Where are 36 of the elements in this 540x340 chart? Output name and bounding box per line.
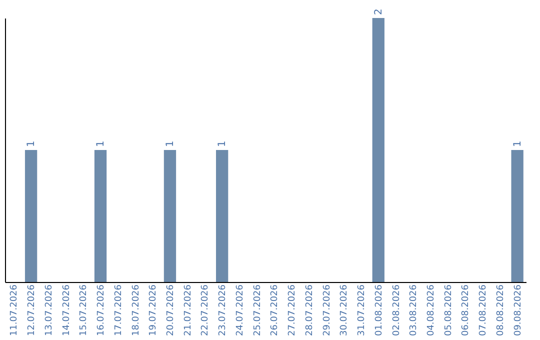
x-tick-label: 06.08.2026	[461, 284, 472, 336]
x-tick-label: 17.07.2026	[114, 284, 124, 336]
data-label: 1	[164, 140, 176, 147]
x-tick-label: 12.07.2026	[27, 284, 38, 336]
x-tick-label: 27.07.2026	[288, 284, 298, 336]
x-tick-label: 15.07.2026	[79, 284, 90, 336]
data-label: 1	[26, 140, 38, 147]
x-tick-label: 21.07.2026	[183, 284, 194, 336]
x-tick-label: 05.08.2026	[444, 284, 454, 336]
data-label: 1	[217, 140, 228, 147]
x-tick-label: 30.07.2026	[340, 284, 350, 336]
x-tick-label: 22.07.2026	[200, 284, 211, 336]
x-tick-label: 28.07.2026	[304, 284, 315, 336]
x-tick-label: 14.07.2026	[62, 284, 72, 336]
x-tick-label: 11.07.2026	[10, 284, 20, 336]
x-tick-label: 26.07.2026	[270, 284, 280, 336]
x-tick-label: 31.07.2026	[357, 284, 368, 336]
x-tick-label: 16.07.2026	[96, 284, 107, 336]
data-label: 1	[512, 140, 524, 147]
x-tick-label: 24.07.2026	[235, 284, 246, 336]
x-tick-label: 02.08.2026	[392, 284, 402, 336]
x-tick-label: 20.07.2026	[166, 284, 176, 336]
x-tick-label: 09.08.2026	[513, 284, 524, 336]
x-tick-label: 08.08.2026	[496, 284, 506, 336]
x-tick-label: 23.07.2026	[218, 284, 228, 336]
x-tick-label: 19.07.2026	[148, 284, 159, 336]
x-tick-label: 07.08.2026	[478, 284, 489, 336]
x-tick-label: 03.08.2026	[409, 284, 420, 336]
x-tick-label: 25.07.2026	[252, 284, 263, 336]
x-tick-label: 29.07.2026	[322, 284, 332, 336]
x-tick-label: 18.07.2026	[131, 284, 142, 336]
x-tick-label: 04.08.2026	[426, 284, 436, 336]
x-tick-label: 13.07.2026	[44, 284, 54, 336]
x-tick-label: 01.08.2026	[374, 284, 384, 336]
data-label: 1	[96, 140, 107, 147]
data-label: 2	[373, 8, 384, 15]
